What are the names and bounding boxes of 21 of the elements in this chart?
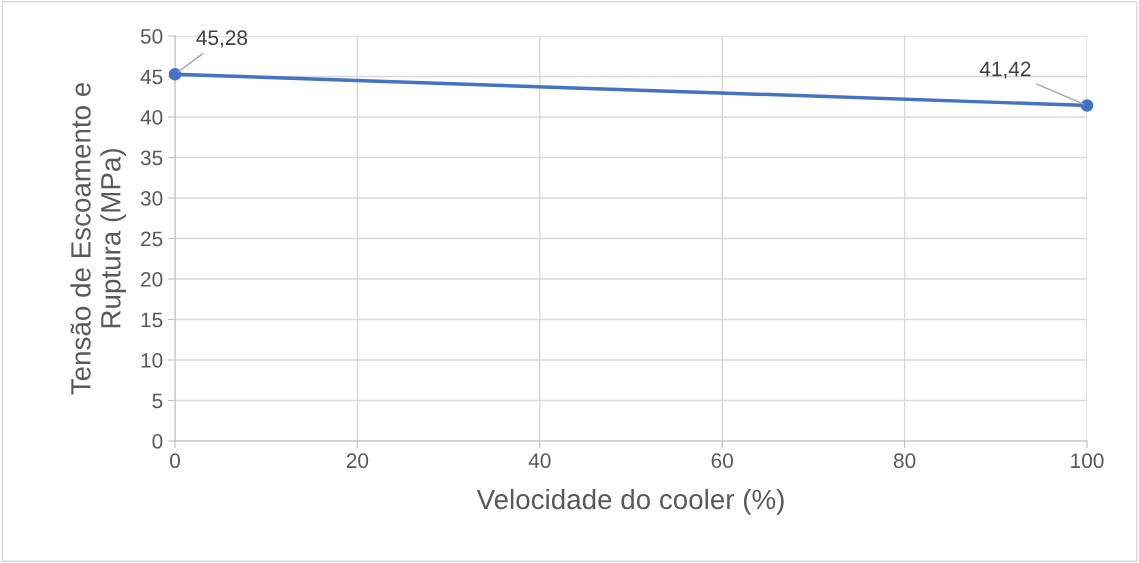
y-tick-label: 0 <box>152 434 163 449</box>
y-tick-label: 35 <box>140 150 163 166</box>
y-tick-label: 10 <box>141 353 163 368</box>
y-tick-label: 5 <box>152 393 163 409</box>
x-tick-label: 100 <box>1071 453 1104 469</box>
x-axis-title: Velocidade do cooler (%) <box>476 488 784 515</box>
y-tick-label: 25 <box>141 231 163 247</box>
y-axis-title: Tensão de Escoamento e Ruptura (MPa) <box>70 82 127 395</box>
data-label: 45,28 <box>196 30 248 48</box>
x-tick-label: 60 <box>711 453 733 469</box>
x-tick-label: 0 <box>170 453 180 469</box>
y-tick-label: 15 <box>141 312 163 328</box>
y-tick-label: 30 <box>140 191 163 206</box>
y-tick-label: 45 <box>140 69 163 85</box>
data-label: 41,42 <box>979 61 1031 79</box>
y-tick-label: 50 <box>140 29 163 44</box>
x-tick-label: 20 <box>346 453 369 469</box>
y-tick-label: 20 <box>141 272 163 287</box>
y-tick-label: 40 <box>140 110 163 125</box>
x-tick-label: 80 <box>893 453 916 469</box>
x-tick-label: 40 <box>528 453 551 469</box>
